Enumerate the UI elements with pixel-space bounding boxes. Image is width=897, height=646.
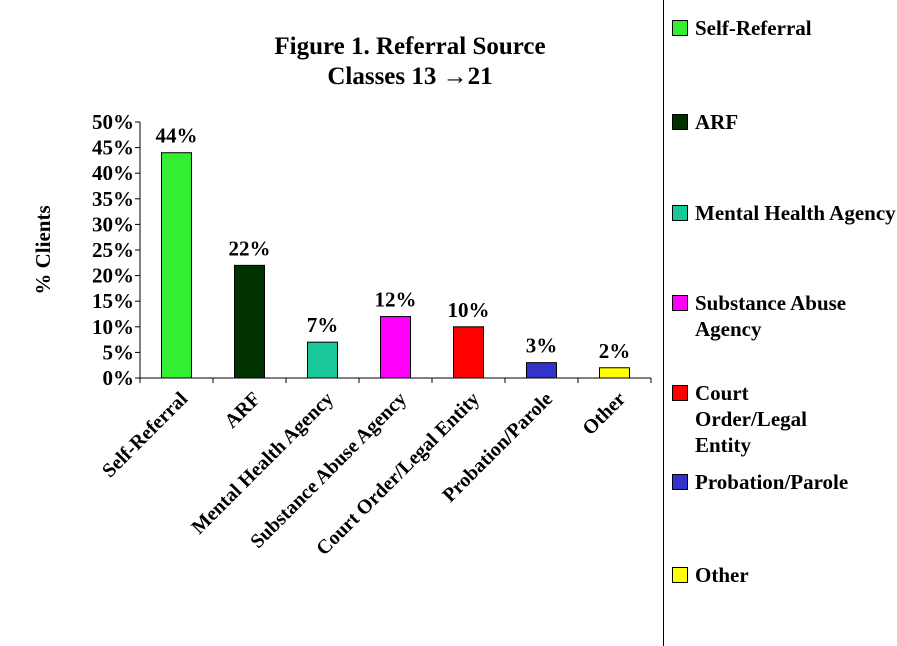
bar: [307, 341, 338, 379]
bar: [526, 362, 557, 379]
bar: [234, 264, 265, 379]
legend-label: ARF: [695, 110, 739, 134]
legend-entry: ARF: [672, 109, 897, 135]
chart-subtitle: Classes 13 →21: [327, 63, 492, 90]
legend-entry: Self-Referral: [672, 15, 897, 41]
legend-swatch: [672, 114, 688, 130]
value-label: 10%: [448, 298, 490, 322]
y-tick-label: 10%: [92, 315, 134, 339]
legend-entry: Mental Health Agency: [672, 200, 897, 226]
bar: [599, 367, 630, 379]
x-tick-label: Self-Referral: [98, 388, 192, 482]
value-label: 7%: [307, 313, 339, 337]
value-label: 22%: [229, 236, 271, 260]
legend-entry: Other: [672, 562, 897, 588]
bar: [161, 152, 192, 379]
y-tick-label: 35%: [92, 187, 134, 211]
legend: Self-Referral ARF Mental Health Agency Subs…: [663, 0, 897, 646]
legend-label: Self-Referral: [695, 16, 812, 40]
legend-swatch: [672, 205, 688, 221]
value-label: 3%: [526, 334, 558, 358]
legend-label: Substance Abuse Agency: [695, 291, 847, 341]
legend-label: Probation/Parole: [695, 470, 849, 494]
legend-label: Other: [695, 563, 749, 587]
y-tick-label: 5%: [103, 340, 135, 364]
legend-swatch: [672, 474, 688, 490]
legend-label: Court Order/Legal Entity: [695, 381, 807, 457]
legend-swatch: [672, 295, 688, 311]
value-label: 12%: [375, 288, 417, 312]
chart: Figure 1. Referral Source Classes 13 →21…: [31, 33, 652, 560]
y-tick-label: 40%: [92, 161, 134, 185]
legend-entry: Substance Abuse Agency: [672, 290, 897, 342]
legend-swatch: [672, 567, 688, 583]
legend-entry: Probation/Parole: [672, 469, 897, 495]
y-tick-label: 50%: [92, 110, 134, 134]
legend-swatch: [672, 20, 688, 36]
y-tick-label: 30%: [92, 212, 134, 236]
legend-swatch: [672, 385, 688, 401]
y-tick-label: 0%: [103, 366, 135, 390]
legend-entry: Court Order/Legal Entity: [672, 380, 897, 458]
chart-title: Figure 1. Referral Source: [274, 33, 545, 60]
x-tick-label: ARF: [220, 388, 265, 433]
x-tick-label: Mental Health Agency: [187, 388, 338, 539]
legend-label: Mental Health Agency: [695, 201, 896, 225]
y-tick-label: 25%: [92, 238, 134, 262]
bar: [453, 326, 484, 379]
y-axis-title: % Clients: [31, 205, 55, 294]
value-label: 2%: [599, 339, 631, 363]
y-tick-label: 15%: [92, 289, 134, 313]
y-tick-label: 20%: [92, 264, 134, 288]
value-label: 44%: [156, 124, 198, 148]
bar: [380, 316, 411, 379]
y-tick-label: 45%: [92, 136, 134, 160]
x-tick-label: Other: [578, 388, 630, 440]
